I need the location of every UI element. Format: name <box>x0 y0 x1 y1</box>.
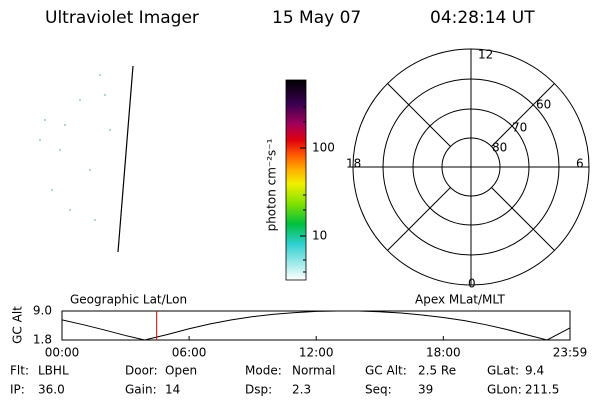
field-label: GLat: <box>487 364 519 378</box>
plot-frame <box>61 310 571 341</box>
field-label: GC Alt: <box>365 364 407 378</box>
lat-label: 80 <box>492 141 507 155</box>
x-tick-label: 23:59 <box>553 346 588 360</box>
time: 04:28:14 UT <box>430 8 535 28</box>
field-label: IP: <box>10 383 25 397</box>
x-tick-label: 12:00 <box>299 346 334 360</box>
colorbar-tick-label: 10 <box>312 229 327 243</box>
uv-image <box>39 65 134 253</box>
mlt-label: 0 <box>468 277 476 291</box>
polar-grid <box>352 48 590 286</box>
lat-label: 60 <box>536 98 551 112</box>
field-label: Mode: <box>245 364 282 378</box>
field-label: Door: <box>125 364 158 378</box>
field-value: 2.3 <box>292 383 311 397</box>
y-axis-label: GC Alt <box>11 306 25 344</box>
field-label: Dsp: <box>245 383 272 397</box>
field-value: 14 <box>165 383 180 397</box>
field-value: 2.5 Re <box>418 364 456 378</box>
field-value: 36.0 <box>38 383 65 397</box>
colorbar <box>285 79 307 281</box>
field-label: Seq: <box>365 383 392 397</box>
lat-label: 70 <box>512 121 527 135</box>
altitude-line <box>61 310 571 341</box>
mlt-label: 12 <box>478 48 493 62</box>
field-value: 9.4 <box>525 364 544 378</box>
field-label: Flt: <box>10 364 29 378</box>
plot-title: Geographic Lat/Lon <box>70 293 187 307</box>
field-value: 211.5 <box>525 383 559 397</box>
footer: Flt: LBHL Door: Open Mode: Normal GC Alt: 2.5 R… <box>10 364 559 397</box>
instrument: Ultraviolet Imager <box>45 8 199 28</box>
mlt-label: 6 <box>576 157 584 171</box>
mlt-label: 18 <box>346 157 361 171</box>
x-tick-label: 00:00 <box>45 346 80 360</box>
altitude-plot: Geographic Lat/Lon Apex MLat/MLT GC Alt 9.0… <box>11 293 588 360</box>
y-tick-label: 9.0 <box>33 304 52 318</box>
field-value: Open <box>165 364 197 378</box>
colorbar-tick-label: 100 <box>312 141 335 155</box>
date: 15 May 07 <box>272 8 361 28</box>
field-value: Normal <box>292 364 335 378</box>
y-tick-label: 1.8 <box>33 333 52 347</box>
x-tick-label: 18:00 <box>426 346 461 360</box>
field-value: LBHL <box>38 364 69 378</box>
colorbar-ticks <box>300 106 306 273</box>
field-label: Gain: <box>125 383 157 397</box>
plot-title: Apex MLat/MLT <box>415 293 505 307</box>
field-value: 39 <box>418 383 433 397</box>
x-tick-label: 06:00 <box>172 346 207 360</box>
colorbar-label: photon cm⁻²s⁻¹ <box>265 138 279 231</box>
field-label: GLon: <box>487 383 522 397</box>
